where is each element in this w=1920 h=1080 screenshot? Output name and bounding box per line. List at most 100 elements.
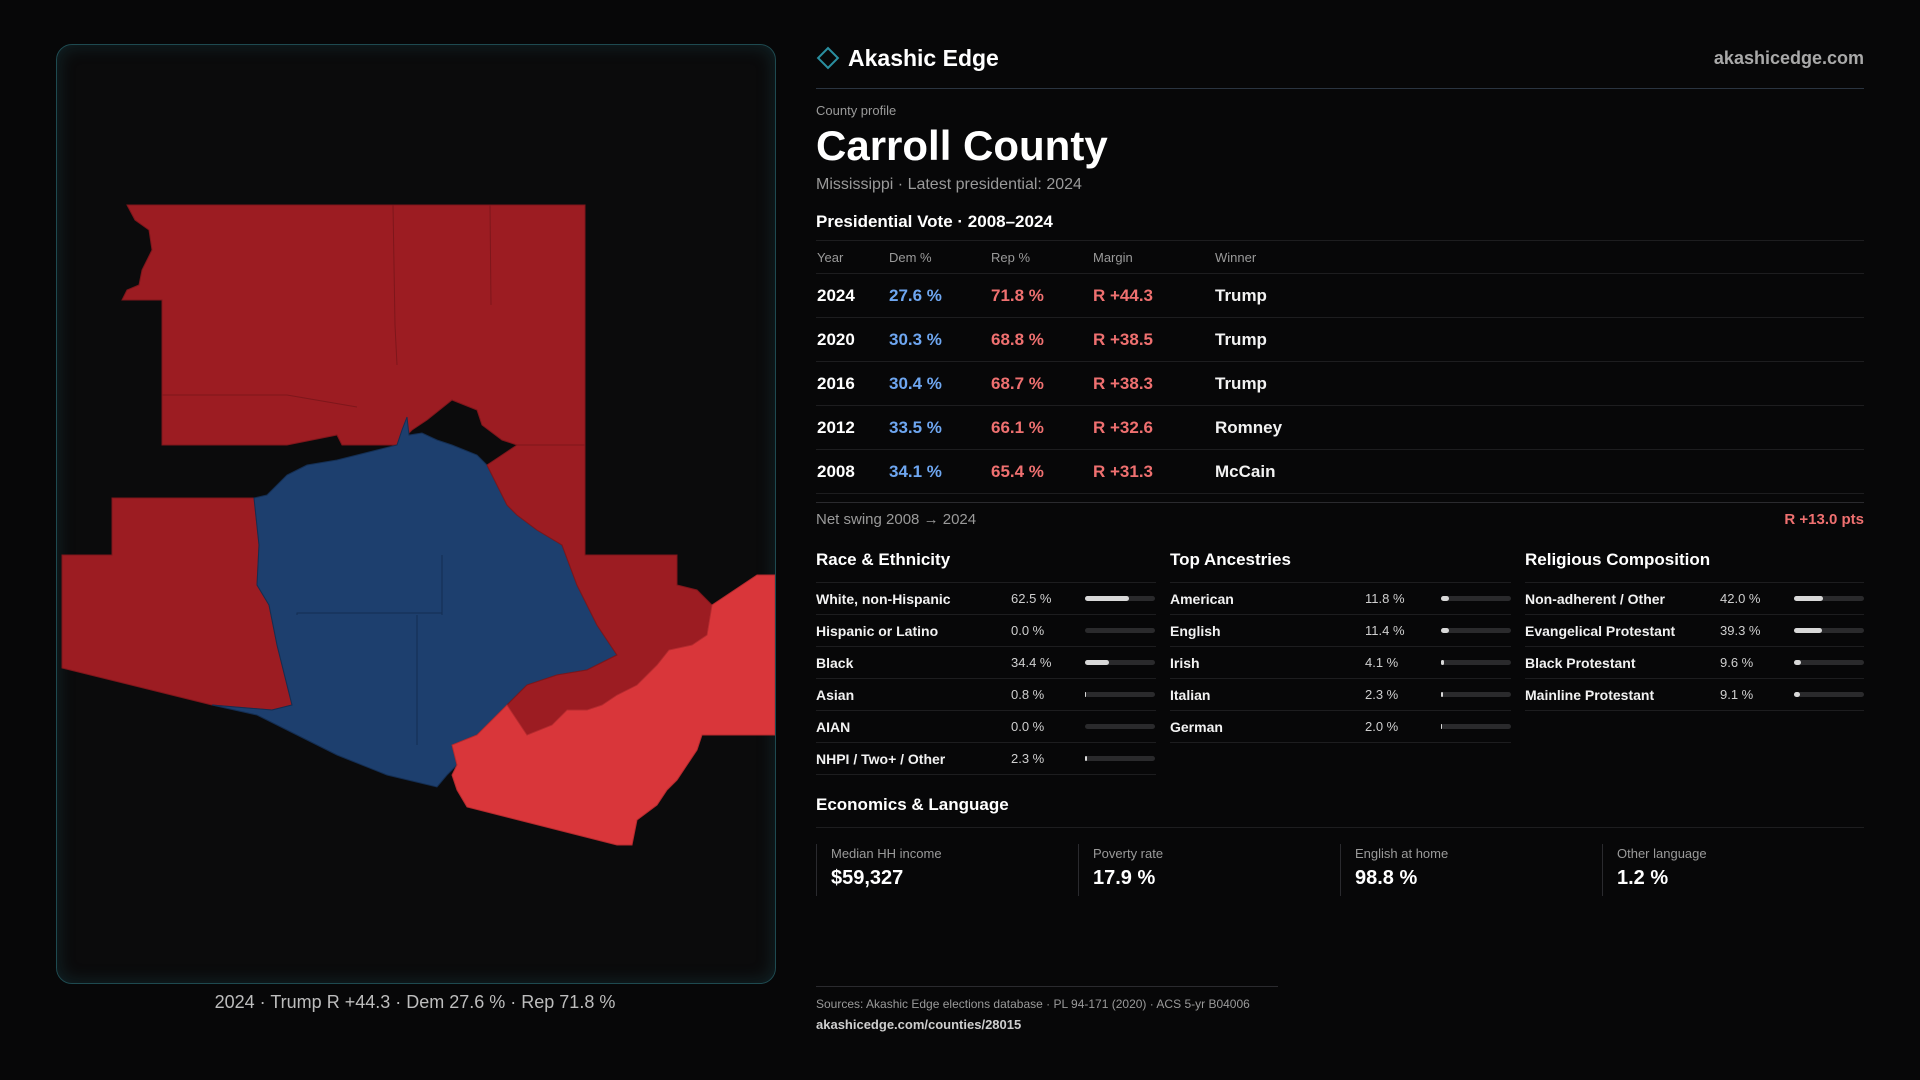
race-label: Hispanic or Latino <box>816 622 939 639</box>
religion-value: 42.0 % <box>1720 591 1761 606</box>
row-winner: Romney <box>1214 405 1864 450</box>
ancestry-bar-fill <box>1441 724 1443 729</box>
site-link[interactable]: akashicedge.com <box>1713 47 1864 68</box>
diamond-icon <box>816 46 840 70</box>
row-margin: R +38.5 <box>1092 317 1214 362</box>
ancestry-bar <box>1441 724 1511 729</box>
profile-panel: Akashic Edge akashicedge.com County prof… <box>816 44 1864 896</box>
religion-value: 39.3 % <box>1720 623 1761 638</box>
header-dem: Dem % <box>888 241 990 274</box>
row-dem: 30.3 % <box>888 317 990 362</box>
stat-value: 17.9 % <box>1093 867 1156 889</box>
table-row: 2008 34.1 % 65.4 % R +31.3 McCain <box>816 449 1864 494</box>
stat-value: 98.8 % <box>1355 867 1418 889</box>
votes-header-row: Year Dem % Rep % Margin Winner <box>816 241 1864 274</box>
votes-title: Presidential Vote · 2008–2024 <box>816 212 1864 241</box>
ancestry-bar-fill <box>1441 692 1443 697</box>
page-subtitle: Mississippi · Latest presidential: 2024 <box>816 176 1082 193</box>
stat-english-home: English at home 98.8 % <box>1340 844 1602 896</box>
race-section: Race & Ethnicity White, non-Hispanic 62.… <box>816 550 1156 775</box>
map-precinct-north[interactable] <box>121 204 586 446</box>
brand-name[interactable]: Akashic Edge <box>848 44 999 71</box>
race-value: 34.4 % <box>1011 655 1052 670</box>
swing-label: Net swing 2008 → 2024 <box>816 511 977 528</box>
race-label: NHPI / Two+ / Other <box>816 750 946 767</box>
religion-label: Evangelical Protestant <box>1525 622 1676 639</box>
header-winner: Winner <box>1214 241 1864 274</box>
votes-table: Year Dem % Rep % Margin Winner 2024 27.6… <box>816 241 1864 494</box>
stat-label: Poverty rate <box>1093 846 1164 861</box>
race-bar-fill <box>1085 692 1087 697</box>
table-row: 2016 30.4 % 68.7 % R +38.3 Trump <box>816 361 1864 406</box>
row-margin: R +38.3 <box>1092 361 1214 406</box>
table-row: 2024 27.6 % 71.8 % R +44.3 Trump <box>816 273 1864 318</box>
stat-median-income: Median HH income $59,327 <box>816 844 1078 896</box>
economics-title: Economics & Language <box>816 795 1864 828</box>
header-year: Year <box>816 241 888 274</box>
stat-value: 1.2 % <box>1617 867 1669 889</box>
religion-label: Black Protestant <box>1525 654 1636 671</box>
religion-label: Mainline Protestant <box>1525 686 1655 703</box>
row-rep: 71.8 % <box>990 273 1092 318</box>
economics-stats: Median HH income $59,327 Poverty rate 17… <box>816 844 1864 896</box>
ancestry-label: Italian <box>1170 686 1211 703</box>
religion-section: Religious Composition Non-adherent / Oth… <box>1525 550 1864 775</box>
row-margin: R +31.3 <box>1092 449 1214 494</box>
religion-label: Non-adherent / Other <box>1525 590 1666 607</box>
religion-title: Religious Composition <box>1525 550 1864 583</box>
ancestry-row: Irish 4.1 % <box>1170 647 1511 679</box>
ancestry-bar-fill <box>1441 628 1449 633</box>
religion-bar-fill <box>1794 660 1801 665</box>
footer: Sources: Akashic Edge elections database… <box>816 986 1278 1032</box>
religion-row: Evangelical Protestant 39.3 % <box>1525 615 1864 647</box>
map-caption: 2024 · Trump R +44.3 · Dem 27.6 % · Rep … <box>214 992 616 1012</box>
ancestry-bar <box>1441 692 1511 697</box>
county-url-link[interactable]: akashicedge.com/counties/28015 <box>816 1017 1022 1032</box>
ancestry-value: 11.4 % <box>1365 623 1405 638</box>
race-bar <box>1085 756 1155 761</box>
race-bar <box>1085 692 1155 697</box>
row-year: 2016 <box>816 361 888 406</box>
religion-bar <box>1794 660 1864 665</box>
religion-row: Black Protestant 9.6 % <box>1525 647 1864 679</box>
race-value: 0.0 % <box>1011 623 1045 638</box>
ancestry-bar <box>1441 596 1511 601</box>
race-bar-fill <box>1085 756 1087 761</box>
row-rep: 65.4 % <box>990 449 1092 494</box>
race-bar-fill <box>1085 596 1129 601</box>
row-dem: 30.4 % <box>888 361 990 406</box>
race-row: Asian 0.8 % <box>816 679 1156 711</box>
religion-bar-fill <box>1794 596 1824 601</box>
page-title: Carroll County <box>816 122 1108 169</box>
ancestry-bar-fill <box>1441 596 1450 601</box>
row-dem: 27.6 % <box>888 273 990 318</box>
race-label: Black <box>816 654 854 671</box>
ancestry-value: 4.1 % <box>1365 655 1399 670</box>
ancestry-label: Irish <box>1170 654 1200 671</box>
ancestry-bar-fill <box>1441 660 1444 665</box>
stat-other-language: Other language 1.2 % <box>1602 844 1864 896</box>
row-dem: 34.1 % <box>888 449 990 494</box>
map-precinct-southeast[interactable] <box>451 574 775 846</box>
race-row: NHPI / Two+ / Other 2.3 % <box>816 743 1156 775</box>
eyebrow: County profile <box>816 103 897 118</box>
race-value: 0.0 % <box>1011 719 1045 734</box>
race-bar-fill <box>1085 724 1086 729</box>
stat-label: Other language <box>1617 846 1707 861</box>
race-bar <box>1085 628 1155 633</box>
map-panel <box>56 44 776 984</box>
ancestry-label: German <box>1170 718 1223 735</box>
county-map[interactable] <box>57 45 775 983</box>
row-winner: Trump <box>1214 317 1864 362</box>
ancestry-title: Top Ancestries <box>1170 550 1511 583</box>
row-winner: Trump <box>1214 273 1864 318</box>
ancestry-bar <box>1441 660 1511 665</box>
ancestry-row: English 11.4 % <box>1170 615 1511 647</box>
race-value: 2.3 % <box>1011 751 1045 766</box>
ancestry-label: American <box>1170 590 1234 607</box>
religion-bar-fill <box>1794 628 1822 633</box>
row-year: 2012 <box>816 405 888 450</box>
race-bar <box>1085 660 1155 665</box>
row-rep: 66.1 % <box>990 405 1092 450</box>
religion-row: Non-adherent / Other 42.0 % <box>1525 583 1864 615</box>
